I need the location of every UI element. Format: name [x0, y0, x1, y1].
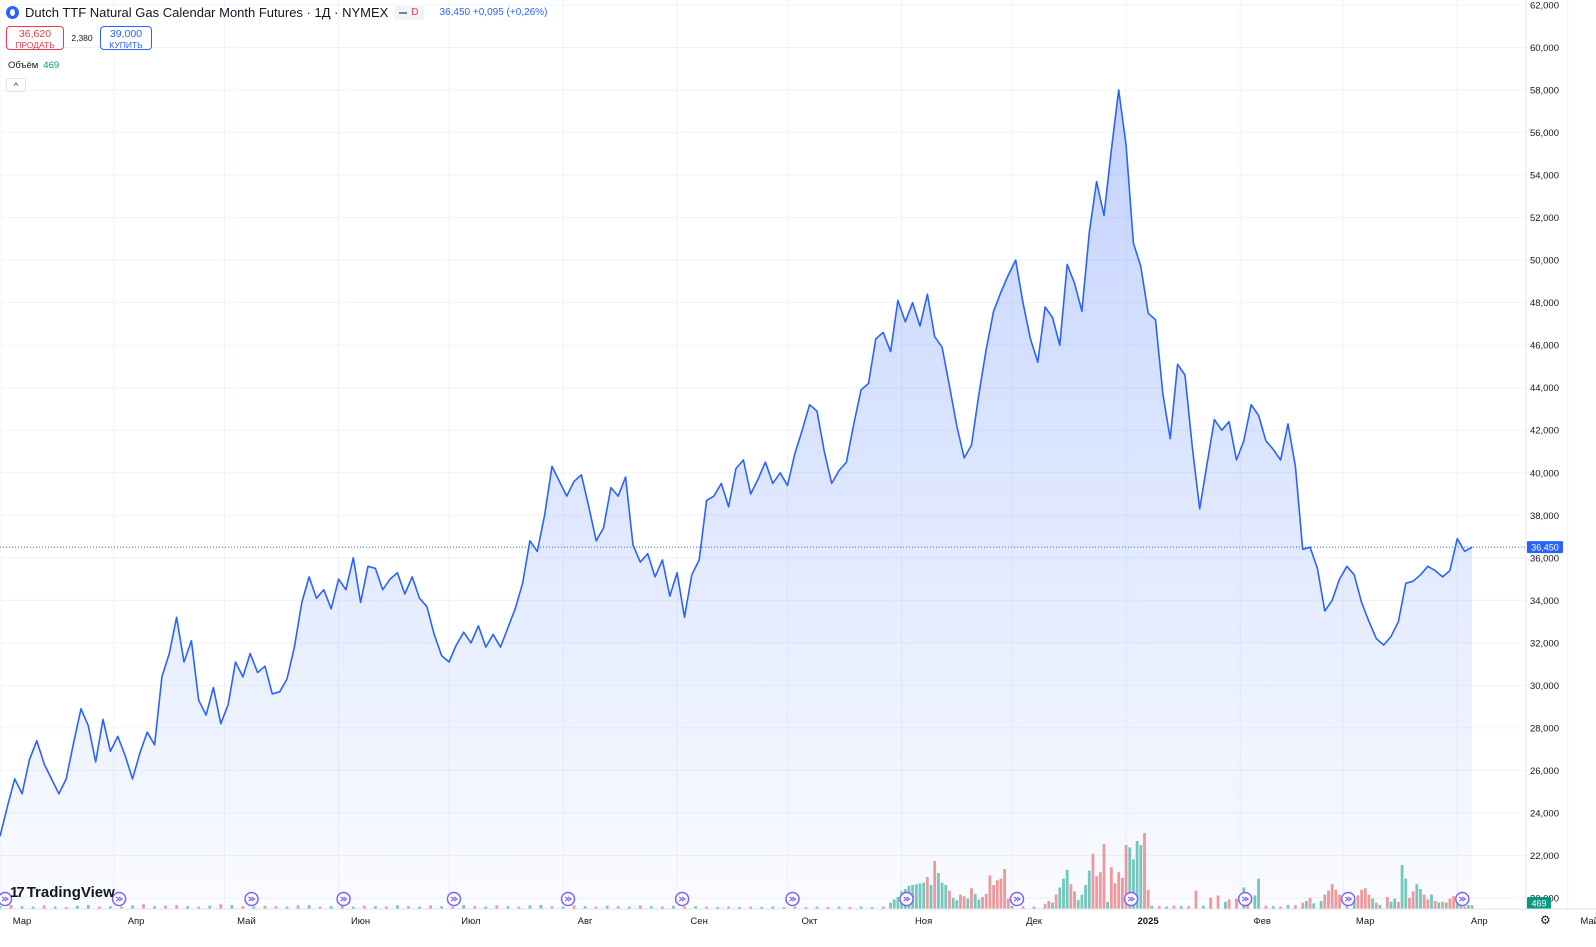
x-tick-label: 2025 [1138, 916, 1160, 927]
last-price-tag [1527, 541, 1563, 554]
y-tick-label: 58,000 [1530, 86, 1559, 97]
y-tick-label: 34,000 [1530, 596, 1559, 607]
buy-label: КУПИТЬ [109, 40, 143, 50]
y-tick-label: 50,000 [1530, 256, 1559, 267]
y-tick-label: 28,000 [1530, 723, 1559, 734]
minus-icon [399, 11, 408, 14]
event-arrow-icon [115, 896, 124, 902]
y-tick-label: 46,000 [1530, 341, 1559, 352]
price-change: +0,095 (+0,26%) [472, 7, 548, 18]
x-tick-label: Ноя [915, 916, 932, 927]
event-arrow-icon [678, 896, 687, 902]
y-tick-label: 52,000 [1530, 213, 1559, 224]
x-tick-label: Май [237, 916, 256, 927]
event-arrow-icon [564, 896, 573, 902]
y-tick-label: 56,000 [1530, 128, 1559, 139]
symbol-title[interactable]: Dutch TTF Natural Gas Calendar Month Fut… [25, 5, 389, 20]
chart-header: Dutch TTF Natural Gas Calendar Month Fut… [6, 5, 547, 20]
x-tick-label: Мар [1356, 916, 1375, 927]
gear-icon[interactable]: ⚙ [1540, 913, 1551, 927]
price-area [0, 90, 1472, 909]
volume-indicator-legend[interactable]: Объём 469 [8, 60, 59, 71]
x-tick-label: Апр [1471, 916, 1488, 927]
x-tick-label: Окт [802, 916, 819, 927]
spread-value: 2,380 [71, 33, 93, 43]
y-tick-label: 26,000 [1530, 766, 1559, 777]
buy-button[interactable]: 39,000 КУПИТЬ [100, 26, 152, 50]
sell-button[interactable]: 36,620 ПРОДАТЬ [6, 26, 64, 50]
last-price: 36,450 [439, 7, 471, 18]
y-tick-label: 24,000 [1530, 808, 1559, 819]
x-axis: Мар Апр Май Июн Июл Авг Сен Окт Ноя Дек 2025 Фев Мар… [13, 916, 1596, 927]
x-tick-label: Сен [690, 916, 707, 927]
logo-mark-icon: 17 [10, 884, 25, 901]
x-tick-label: Дек [1026, 916, 1043, 927]
volume-tag-label: 469 [1531, 899, 1546, 909]
x-tick-label: Мар [13, 916, 32, 927]
buy-price: 39,000 [109, 28, 143, 40]
y-tick-label: 62,000 [1530, 1, 1559, 12]
x-tick-label: Июл [461, 916, 480, 927]
event-arrow-icon [1241, 896, 1250, 902]
data-status-badge[interactable]: D [394, 5, 424, 20]
x-tick-label: Авг [578, 916, 593, 927]
tradingview-logo[interactable]: 17 TradingView [10, 884, 115, 901]
sell-price: 36,620 [18, 28, 52, 40]
volume-value: 469 [43, 60, 60, 71]
event-arrow-icon [248, 896, 256, 902]
badge-letter: D [411, 7, 419, 18]
volume-tag [1527, 897, 1551, 909]
gas-drop-icon [6, 6, 19, 19]
event-arrow-icon [789, 896, 797, 902]
x-tick-label: Май [1580, 916, 1596, 927]
y-tick-label: 44,000 [1530, 383, 1559, 394]
collapse-legend-button[interactable]: ^ [6, 78, 26, 92]
price-line [0, 89, 1473, 837]
event-arrow-icon [1458, 896, 1467, 902]
y-tick-label: 30,000 [1530, 681, 1559, 692]
sell-label: ПРОДАТЬ [15, 40, 55, 50]
event-markers [0, 891, 1470, 907]
event-arrow-icon [1013, 896, 1022, 902]
volume-label: Объём [8, 60, 39, 71]
x-tick-label: Июн [351, 916, 370, 927]
event-arrow-icon [450, 896, 459, 902]
x-tick-label: Фев [1253, 916, 1271, 927]
event-arrow-icon [1344, 896, 1353, 902]
trade-panel: 36,620 ПРОДАТЬ 2,380 39,000 КУПИТЬ [6, 26, 152, 50]
logo-text: TradingView [26, 884, 115, 901]
last-price-tag-label: 36,450 [1531, 543, 1559, 553]
x-tick-label: Апр [128, 916, 145, 927]
y-tick-label: 36,000 [1530, 553, 1559, 564]
event-arrow-icon [1, 896, 10, 902]
price-quote: 36,450 +0,095 (+0,26%) [440, 7, 548, 18]
y-tick-label: 42,000 [1530, 426, 1559, 437]
event-arrow-icon [1127, 896, 1136, 902]
y-tick-label: 22,000 [1530, 851, 1559, 862]
y-axis: 20,00022,00024,00026,00028,00030,00032,0… [1530, 1, 1559, 905]
chevron-up-icon: ^ [13, 81, 19, 91]
y-tick-label: 60,000 [1530, 43, 1559, 54]
event-arrow-icon [903, 896, 911, 902]
y-tick-label: 32,000 [1530, 638, 1559, 649]
y-tick-label: 38,000 [1530, 511, 1559, 522]
y-tick-label: 54,000 [1530, 171, 1559, 182]
y-tick-label: 40,000 [1530, 468, 1559, 479]
event-arrow-icon [340, 896, 348, 902]
y-tick-label: 48,000 [1530, 298, 1559, 309]
